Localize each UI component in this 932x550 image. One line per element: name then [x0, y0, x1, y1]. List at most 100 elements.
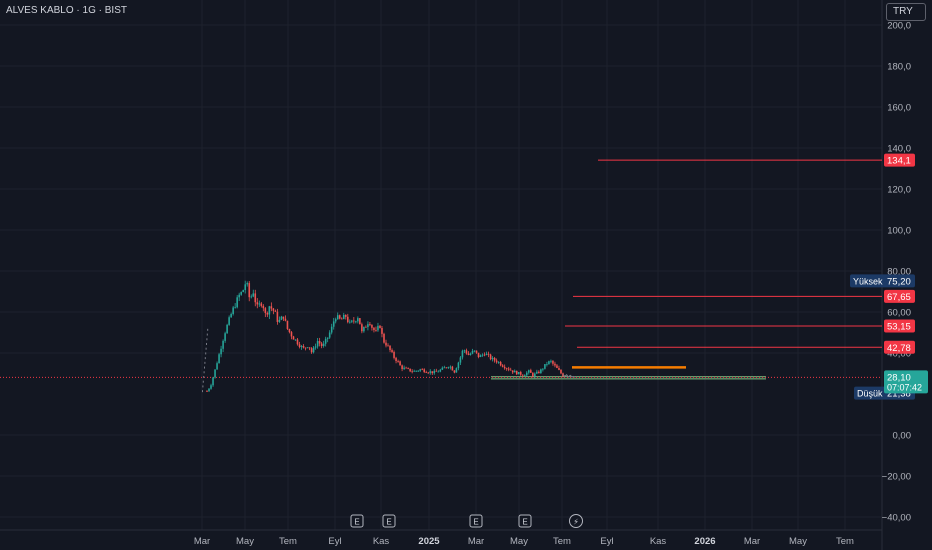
- price-tick-label: −20,00: [882, 472, 911, 483]
- candle-body: [441, 367, 444, 370]
- candle-body: [435, 370, 438, 372]
- candle-body: [359, 318, 361, 325]
- candle-body: [373, 327, 375, 331]
- candle-body: [552, 360, 554, 364]
- candle-body: [407, 368, 409, 369]
- time-tick-label: May: [236, 536, 254, 547]
- candle-body: [292, 336, 295, 340]
- candle-body: [208, 388, 210, 392]
- candle-body: [413, 370, 415, 372]
- candle-body: [367, 324, 369, 328]
- candle-body: [507, 368, 510, 370]
- candle-body: [521, 374, 524, 376]
- candle-body: [248, 283, 251, 298]
- price-tick-label: 100,0: [887, 226, 911, 237]
- candle-body: [503, 366, 506, 369]
- candle-body: [459, 357, 462, 363]
- earnings-marker-box: [350, 514, 364, 528]
- candle-body: [415, 370, 417, 372]
- candle-body: [467, 353, 470, 355]
- candle-body: [314, 346, 317, 348]
- candle-body: [342, 314, 345, 320]
- candle-body: [485, 353, 488, 356]
- candle-body: [377, 325, 379, 331]
- time-tick-label: May: [510, 536, 528, 547]
- candle-body: [534, 373, 536, 377]
- candle-body: [260, 303, 263, 306]
- candle-body: [316, 341, 319, 347]
- candle-body: [365, 326, 367, 328]
- candle-body: [423, 369, 426, 373]
- earnings-marker[interactable]: E: [469, 514, 483, 528]
- currency-button[interactable]: TRY: [886, 3, 926, 21]
- candle-body: [308, 347, 311, 349]
- candle-body: [389, 345, 391, 351]
- candle-early: [203, 375, 205, 378]
- price-tick-label: 180,0: [887, 62, 911, 73]
- candle-early: [205, 347, 207, 350]
- candle-body: [427, 372, 430, 374]
- candle-body: [336, 315, 339, 320]
- resistance-price-tag: 53,15: [884, 319, 915, 333]
- time-tick-label: Mar: [194, 536, 210, 547]
- candle-body: [326, 337, 329, 339]
- candle-body: [489, 354, 492, 360]
- earnings-marker[interactable]: E: [518, 514, 532, 528]
- candle-body: [224, 333, 226, 341]
- earnings-marker-box: [469, 514, 483, 528]
- candle-early: [206, 338, 208, 341]
- candle-body: [256, 302, 259, 305]
- candle-body: [445, 367, 448, 369]
- candle-body: [542, 368, 544, 370]
- candle-body: [409, 368, 411, 372]
- price-tick-label: 140,0: [887, 144, 911, 155]
- time-tick-label: Tem: [279, 536, 297, 547]
- price-tags: 134,1 67,65 53,15 42,78 Yüksek 75,20 Düşük 21,3…: [850, 153, 928, 400]
- candle-body: [244, 284, 247, 291]
- candle-body: [395, 357, 397, 362]
- candle-body: [302, 346, 305, 348]
- candle-body: [495, 360, 498, 363]
- candle-body: [296, 339, 299, 345]
- time-tick-label: 2025: [418, 536, 440, 547]
- earnings-marker[interactable]: E: [350, 514, 364, 528]
- candle-body: [429, 371, 432, 373]
- candle-body: [246, 283, 249, 285]
- candle-body: [346, 316, 349, 323]
- candle-body: [340, 318, 343, 320]
- high-label: Yüksek: [853, 276, 883, 286]
- candle-body: [523, 375, 526, 377]
- candle-body: [286, 320, 289, 329]
- candle-body: [278, 319, 281, 322]
- candle-body: [210, 385, 212, 389]
- time-tick-label: Mar: [744, 536, 760, 547]
- candle-body: [306, 347, 309, 349]
- candle-body: [530, 370, 532, 373]
- earnings-marker-box: [382, 514, 396, 528]
- candle-body: [262, 305, 265, 309]
- candle-body: [328, 332, 331, 338]
- candle-body: [465, 350, 468, 354]
- low-label: Düşük: [857, 389, 883, 399]
- candle-body: [513, 370, 516, 373]
- candle-body: [320, 343, 323, 347]
- resistance-price-tag-text: 67,65: [887, 292, 911, 303]
- resistance-price-tag-bg: [884, 340, 915, 354]
- candle-body: [550, 360, 552, 362]
- time-tick-label: Mar: [468, 536, 484, 547]
- candle-body: [447, 367, 450, 369]
- candle-body: [218, 354, 220, 364]
- earnings-marker[interactable]: E: [382, 514, 396, 528]
- candle-body: [272, 308, 275, 311]
- candle-body: [536, 371, 538, 374]
- candle-body: [276, 311, 279, 322]
- candle-body: [355, 321, 357, 323]
- candle-body: [371, 325, 373, 328]
- candle-body: [282, 316, 285, 319]
- candle-body: [439, 369, 442, 372]
- dividend-marker[interactable]: ⚡: [569, 514, 583, 528]
- resistance-price-tag-text: 53,15: [887, 322, 911, 333]
- candle-body: [214, 369, 216, 378]
- event-marker-label: ⚡: [573, 518, 579, 527]
